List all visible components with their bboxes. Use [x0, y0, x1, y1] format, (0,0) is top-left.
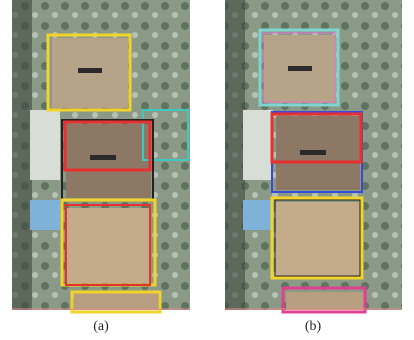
roof	[276, 202, 360, 276]
figure: (a) (b)	[0, 0, 414, 340]
roof-detail	[288, 66, 312, 71]
pool	[30, 200, 60, 230]
roof-detail	[78, 68, 102, 73]
road	[243, 110, 273, 180]
roof-detail	[300, 150, 326, 155]
roof-detail	[90, 155, 116, 160]
panel-a	[12, 0, 190, 312]
roof	[286, 292, 364, 310]
pool	[243, 200, 273, 230]
page: (a) (b) (() => { const data = JSON.parse…	[0, 0, 414, 340]
panel-label: (b)	[305, 319, 322, 334]
panel-b	[225, 0, 402, 312]
roof	[67, 208, 149, 283]
panel-label: (a)	[93, 319, 109, 334]
shadow	[225, 0, 245, 310]
roof	[66, 124, 151, 198]
road	[30, 110, 60, 180]
roof	[74, 292, 158, 310]
shadow	[12, 0, 32, 310]
